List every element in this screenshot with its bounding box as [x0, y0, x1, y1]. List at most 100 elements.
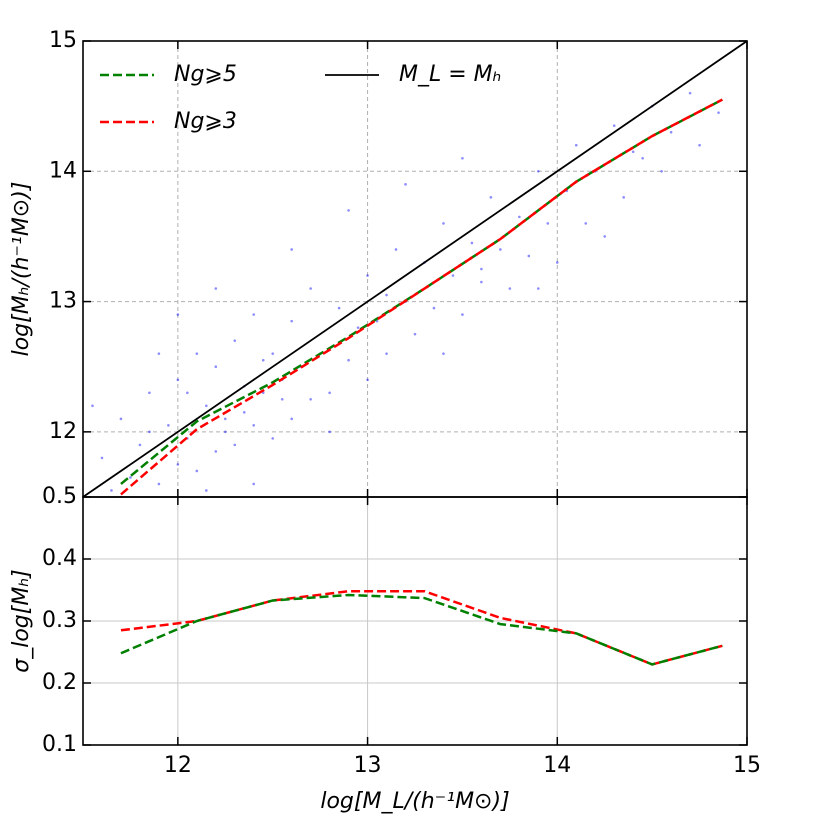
scatter-point: [186, 391, 189, 395]
scatter-point: [157, 352, 161, 355]
y-tick-label: 15: [49, 28, 77, 53]
legend-label: M_L = Mₕ: [399, 62, 501, 87]
scatter-point: [290, 248, 293, 251]
scatter-point: [669, 130, 673, 134]
y-axis-label: σ_log[Mₕ]: [9, 569, 34, 672]
scatter-point: [100, 456, 104, 460]
x-tick-label: 12: [164, 753, 192, 778]
series-line: [120, 98, 723, 496]
scatter-point: [252, 313, 256, 316]
series-line: [120, 98, 723, 485]
scatter-point: [242, 411, 246, 414]
scatter-point: [688, 91, 692, 95]
series-line: [120, 593, 723, 666]
scatter-point: [271, 437, 275, 440]
scatter-point: [537, 169, 540, 173]
scatter-point: [309, 397, 312, 401]
scatter-point: [347, 358, 350, 362]
scatter-point: [290, 417, 293, 421]
scatter-point: [470, 241, 474, 245]
scatter-point: [461, 156, 464, 160]
scatter-point: [176, 378, 180, 382]
scatter-point: [223, 417, 227, 421]
scatter-point: [337, 306, 341, 310]
scatter-point: [252, 482, 256, 486]
scatter-point: [442, 222, 445, 225]
scatter-point: [261, 358, 265, 362]
plot-area: [83, 41, 747, 497]
scatter-point: [574, 143, 578, 147]
y-axis-label: log[Mₕ/(h⁻¹M⊙)]: [9, 182, 34, 357]
scatter-point: [461, 313, 464, 316]
scatter-point: [641, 156, 644, 160]
scatter-point: [385, 352, 388, 355]
scatter-point: [110, 489, 113, 492]
y-tick-label: 0.5: [42, 484, 77, 509]
legend-label: Ng⩾3: [174, 109, 237, 134]
scatter-point: [489, 196, 493, 199]
scatter-point: [233, 339, 237, 342]
scatter-point: [205, 489, 208, 492]
scatter-point: [290, 319, 293, 323]
scatter-point: [129, 476, 132, 479]
scatter-point: [119, 417, 123, 421]
scatter-point: [546, 222, 550, 225]
scatter-point: [508, 287, 512, 290]
scatter-point: [499, 248, 502, 251]
y-tick-label: 12: [49, 419, 77, 444]
scatter-point: [214, 287, 218, 290]
scatter-point: [603, 235, 607, 238]
scatter-point: [356, 326, 360, 329]
scatter-point: [214, 450, 218, 453]
y-tick-label: 0.2: [42, 670, 77, 695]
scatter-point: [584, 222, 588, 225]
scatter-point: [195, 352, 199, 355]
scatter-point: [148, 391, 151, 395]
scatter-point: [176, 313, 180, 316]
scatter-point: [148, 430, 151, 434]
scatter-point: [385, 293, 388, 297]
scatter-point: [631, 150, 635, 154]
panel: 12 13 14 15 log[Mₕ/(h⁻¹M⊙)] Ng⩾5 Ng⩾3 M_L = Mₕ: [9, 28, 748, 498]
scatter-point: [480, 280, 483, 284]
scatter-point: [366, 378, 369, 382]
scatter-point: [717, 111, 720, 114]
scatter-point: [518, 215, 521, 219]
x-axis-label: log[M_L/(h⁻¹M⊙)]: [320, 789, 509, 814]
scatter-point: [205, 404, 208, 408]
scatter-point: [442, 352, 445, 355]
series-line: [83, 41, 747, 497]
series-line: [120, 589, 723, 666]
axes-frame: [82, 496, 748, 746]
scatter-point: [698, 143, 701, 147]
scatter-point: [271, 352, 275, 355]
scatter-point: [537, 287, 540, 290]
x-tick-label: 15: [733, 753, 761, 778]
scatter-point: [328, 430, 331, 434]
scatter-point: [176, 463, 180, 466]
scatter-point: [404, 183, 407, 186]
scatter-point: [366, 274, 369, 277]
y-tick-label: 13: [49, 289, 77, 314]
scatter-point: [328, 391, 331, 395]
scatter-point: [157, 482, 161, 486]
scatter-point: [223, 430, 227, 434]
x-tick-label: 14: [543, 753, 571, 778]
scatter-point: [309, 287, 312, 290]
scatter-point: [138, 443, 142, 447]
scatter-point: [280, 397, 284, 401]
x-tick-label: 13: [354, 753, 382, 778]
scatter-point: [660, 169, 663, 173]
scatter-point: [347, 209, 350, 212]
scatter-point: [252, 424, 256, 427]
scatter-point: [233, 443, 237, 447]
scatter-point: [195, 469, 199, 473]
scatter-point: [555, 261, 559, 264]
y-tick-label: 0.1: [42, 732, 77, 757]
y-tick-label: 0.4: [42, 546, 77, 571]
scatter-point: [451, 274, 455, 277]
legend-label: Ng⩾5: [174, 62, 237, 87]
plot-area: [120, 589, 723, 666]
scatter-point: [91, 404, 94, 408]
scatter-point: [480, 267, 483, 271]
